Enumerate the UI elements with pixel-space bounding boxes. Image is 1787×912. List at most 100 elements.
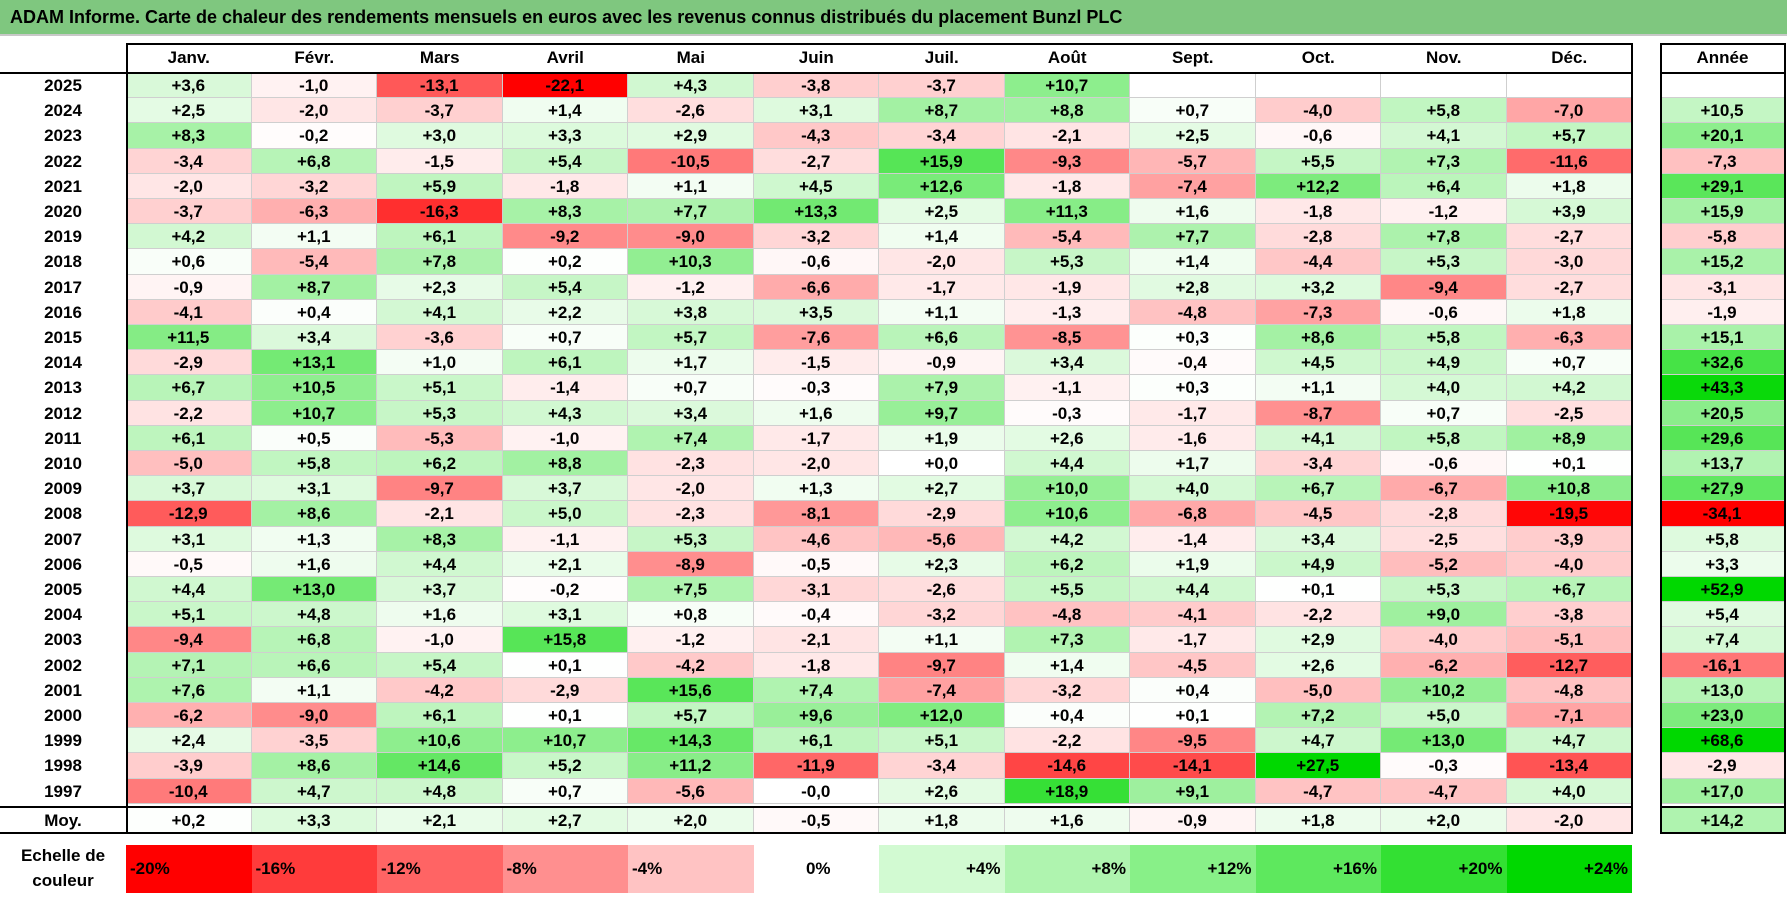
average-cell: +1,8 xyxy=(1255,807,1381,833)
heatmap-cell: +13,1 xyxy=(251,350,377,376)
row-year-label: 2015 xyxy=(44,328,82,347)
heatmap-cell: -3,4 xyxy=(1255,451,1381,477)
column-header: Oct. xyxy=(1301,48,1335,67)
heatmap-cell: -8,5 xyxy=(1004,325,1130,351)
heatmap-cell: +4,7 xyxy=(251,778,377,804)
average-separator xyxy=(1660,805,1786,808)
heatmap-cell: -3,2 xyxy=(753,224,879,250)
heatmap-cell: +5,8 xyxy=(251,451,377,477)
heatmap-cell: -3,4 xyxy=(879,123,1005,149)
heatmap-cell: -2,2 xyxy=(1004,728,1130,754)
heatmap-cell: -2,1 xyxy=(377,501,503,527)
column-header: Déc. xyxy=(1551,48,1588,67)
scale-swatch: -12% xyxy=(377,845,503,893)
heatmap-cell: +7,1 xyxy=(126,652,252,678)
heatmap-cell: -1,9 xyxy=(1004,274,1130,300)
heatmap-cell: +3,4 xyxy=(1255,526,1381,552)
heatmap-cell: +5,2 xyxy=(502,753,628,779)
heatmap-cell: +5,8 xyxy=(1381,325,1507,351)
row-year-label: 2013 xyxy=(44,378,82,398)
row-year-label: 2001 xyxy=(44,680,82,700)
heatmap-cell: +8,8 xyxy=(502,451,628,477)
average-cell: -0,5 xyxy=(753,807,879,833)
heatmap-cell: +5,0 xyxy=(502,501,628,527)
scale-swatch: +16% xyxy=(1255,845,1381,893)
heatmap-cell: +5,4 xyxy=(377,652,503,678)
heatmap-cell: +4,8 xyxy=(377,778,503,804)
heatmap-cell: +7,7 xyxy=(1130,224,1256,250)
heatmap-cell: +4,9 xyxy=(1381,350,1507,376)
heatmap-cell: -1,8 xyxy=(753,652,879,678)
heatmap-cell: -4,8 xyxy=(1004,602,1130,628)
heatmap-cell: +0,1 xyxy=(1255,577,1381,603)
heatmap-cell: +4,2 xyxy=(126,224,252,250)
heatmap-cell: +1,4 xyxy=(879,224,1005,250)
heatmap-cell: -1,5 xyxy=(377,148,503,174)
average-cell: +2,1 xyxy=(377,807,503,833)
row-year-label: 2008 xyxy=(44,504,82,524)
scale-swatch: +8% xyxy=(1004,845,1130,893)
heatmap-cell: -2,3 xyxy=(628,501,754,527)
heatmap-cell: -9,7 xyxy=(377,476,503,502)
heatmap-cell: +13,0 xyxy=(1381,728,1507,754)
row-year-label: 2003 xyxy=(44,630,82,650)
heatmap-cell: -5,4 xyxy=(1004,224,1130,250)
heatmap-cell: +5,5 xyxy=(1004,577,1130,603)
heatmap-cell: -1,0 xyxy=(502,425,628,451)
heatmap-cell: -3,9 xyxy=(1506,526,1632,552)
heatmap-cell: +14,3 xyxy=(628,728,754,754)
heatmap-cell: +6,2 xyxy=(377,451,503,477)
heatmap-cell: +6,7 xyxy=(1506,577,1632,603)
heatmap-cell: +8,3 xyxy=(502,199,628,225)
average-annual-cell: +14,2 xyxy=(1660,807,1785,833)
heatmap-cell: -1,7 xyxy=(1130,400,1256,426)
average-cell: +2,0 xyxy=(1381,807,1507,833)
heatmap-cell: +1,4 xyxy=(502,98,628,124)
row-year-label: 2010 xyxy=(44,454,82,473)
year-column-header: Année xyxy=(1696,48,1749,67)
heatmap-cell: +5,5 xyxy=(1255,148,1381,174)
heatmap-cell: +0,7 xyxy=(628,375,754,401)
heatmap-cell: -4,3 xyxy=(753,123,879,149)
annual-cell: +29,1 xyxy=(1660,173,1785,199)
heatmap-cell: +3,1 xyxy=(126,526,252,552)
heatmap-cell: -1,2 xyxy=(1381,199,1507,225)
heatmap-cell: -13,4 xyxy=(1506,753,1632,779)
heatmap-cell: -1,4 xyxy=(502,375,628,401)
heatmap-cell: +0,8 xyxy=(628,602,754,628)
annual-cell: +13,0 xyxy=(1660,677,1785,703)
heatmap-cell: -1,0 xyxy=(251,73,377,99)
heatmap-cell: +7,7 xyxy=(628,199,754,225)
heatmap-cell: -19,5 xyxy=(1506,501,1632,527)
row-year-label: 1997 xyxy=(44,781,82,801)
heatmap-cell: +10,6 xyxy=(1004,501,1130,527)
heatmap-cell: -1,2 xyxy=(628,274,754,300)
heatmap-cell: -9,4 xyxy=(126,627,252,653)
column-header: Mai xyxy=(676,48,705,67)
heatmap-cell: -4,4 xyxy=(1255,249,1381,275)
annual-cell: +32,6 xyxy=(1660,350,1785,376)
heatmap-cell: +2,4 xyxy=(126,728,252,754)
heatmap-cell: -6,3 xyxy=(1506,325,1632,351)
scale-swatch: 0% xyxy=(753,845,879,893)
heatmap-cell: +4,4 xyxy=(377,551,503,577)
heatmap-cell: +15,8 xyxy=(502,627,628,653)
annual-cell: +13,7 xyxy=(1660,451,1785,477)
heatmap-cell: +1,4 xyxy=(1004,652,1130,678)
heatmap-cell: +5,8 xyxy=(1381,98,1507,124)
heatmap-cell: -0,0 xyxy=(753,778,879,804)
heatmap-cell: -10,5 xyxy=(628,148,754,174)
heatmap-cell: -2,1 xyxy=(753,627,879,653)
heatmap-cell: +0,7 xyxy=(502,778,628,804)
annual-cell: -34,1 xyxy=(1660,501,1785,527)
row-year-label: 2006 xyxy=(44,554,82,574)
average-label: Moy. xyxy=(44,810,82,830)
heatmap-cell: +7,3 xyxy=(1381,148,1507,174)
heatmap-cell: +4,3 xyxy=(502,400,628,426)
heatmap-cell: +10,7 xyxy=(1004,73,1130,99)
heatmap-cell: +5,1 xyxy=(126,602,252,628)
heatmap-cell: +6,1 xyxy=(377,703,503,729)
heatmap-cell: -2,8 xyxy=(1255,224,1381,250)
heatmap-cell: +3,7 xyxy=(502,476,628,502)
heatmap-cell: +2,3 xyxy=(879,551,1005,577)
